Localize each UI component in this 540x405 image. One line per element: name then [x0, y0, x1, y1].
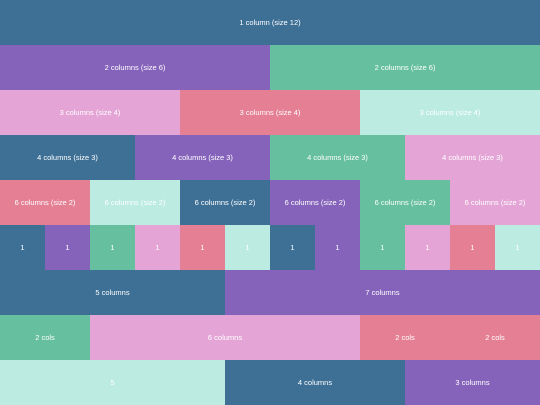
- grid-cell: 1: [45, 225, 90, 270]
- grid-cell: 4 columns: [225, 360, 405, 405]
- grid-cell: 3 columns: [405, 360, 540, 405]
- grid-cell: 7 columns: [225, 270, 540, 315]
- grid-cell: 1: [405, 225, 450, 270]
- grid-cell: 6 columns (size 2): [270, 180, 360, 225]
- grid-cell: 1: [495, 225, 540, 270]
- grid-cell: 5 columns: [0, 270, 225, 315]
- grid-cell: 1 column (size 12): [0, 0, 540, 45]
- grid-cell: 6 columns (size 2): [360, 180, 450, 225]
- grid-row-size-6: 2 columns (size 6) 2 columns (size 6): [0, 45, 540, 90]
- grid-cell: 2 columns (size 6): [0, 45, 270, 90]
- grid-cell: 6 columns (size 2): [180, 180, 270, 225]
- grid-cell: 4 columns (size 3): [135, 135, 270, 180]
- grid-row-size-4: 3 columns (size 4) 3 columns (size 4) 3 …: [0, 90, 540, 135]
- grid-cell: 6 columns (size 2): [450, 180, 540, 225]
- grid-cell: 6 columns (size 2): [90, 180, 180, 225]
- grid-cell: 2 cols: [360, 315, 450, 360]
- grid-row-size-2: 6 columns (size 2) 6 columns (size 2) 6 …: [0, 180, 540, 225]
- grid-cell: 1: [135, 225, 180, 270]
- grid-cell: 6 columns (size 2): [0, 180, 90, 225]
- grid-cell: 1: [90, 225, 135, 270]
- grid-cell: 1: [450, 225, 495, 270]
- grid-cell: 5: [0, 360, 225, 405]
- grid-cell: 3 columns (size 4): [180, 90, 360, 135]
- grid-cell: 1: [270, 225, 315, 270]
- grid-row-size-12: 1 column (size 12): [0, 0, 540, 45]
- grid-cell: 6 columns: [90, 315, 360, 360]
- grid-cell: 3 columns (size 4): [360, 90, 540, 135]
- grid-cell: 1: [360, 225, 405, 270]
- grid-cell: 2 cols: [0, 315, 90, 360]
- grid-row-5-4-3: 5 4 columns 3 columns: [0, 360, 540, 405]
- grid-cell: 1: [180, 225, 225, 270]
- grid-cell: 2 cols: [450, 315, 540, 360]
- grid-cell: 1: [225, 225, 270, 270]
- grid-cell: 3 columns (size 4): [0, 90, 180, 135]
- grid-cell: 1: [315, 225, 360, 270]
- grid-cell: 4 columns (size 3): [405, 135, 540, 180]
- grid-cell: 2 columns (size 6): [270, 45, 540, 90]
- grid-row-2-6-2-2: 2 cols 6 columns 2 cols 2 cols: [0, 315, 540, 360]
- grid-cell: 1: [0, 225, 45, 270]
- grid-cell: 4 columns (size 3): [270, 135, 405, 180]
- grid-row-size-3: 4 columns (size 3) 4 columns (size 3) 4 …: [0, 135, 540, 180]
- grid-row-5-7: 5 columns 7 columns: [0, 270, 540, 315]
- grid-row-size-1: 1 1 1 1 1 1 1 1 1 1 1 1: [0, 225, 540, 270]
- grid-cell: 4 columns (size 3): [0, 135, 135, 180]
